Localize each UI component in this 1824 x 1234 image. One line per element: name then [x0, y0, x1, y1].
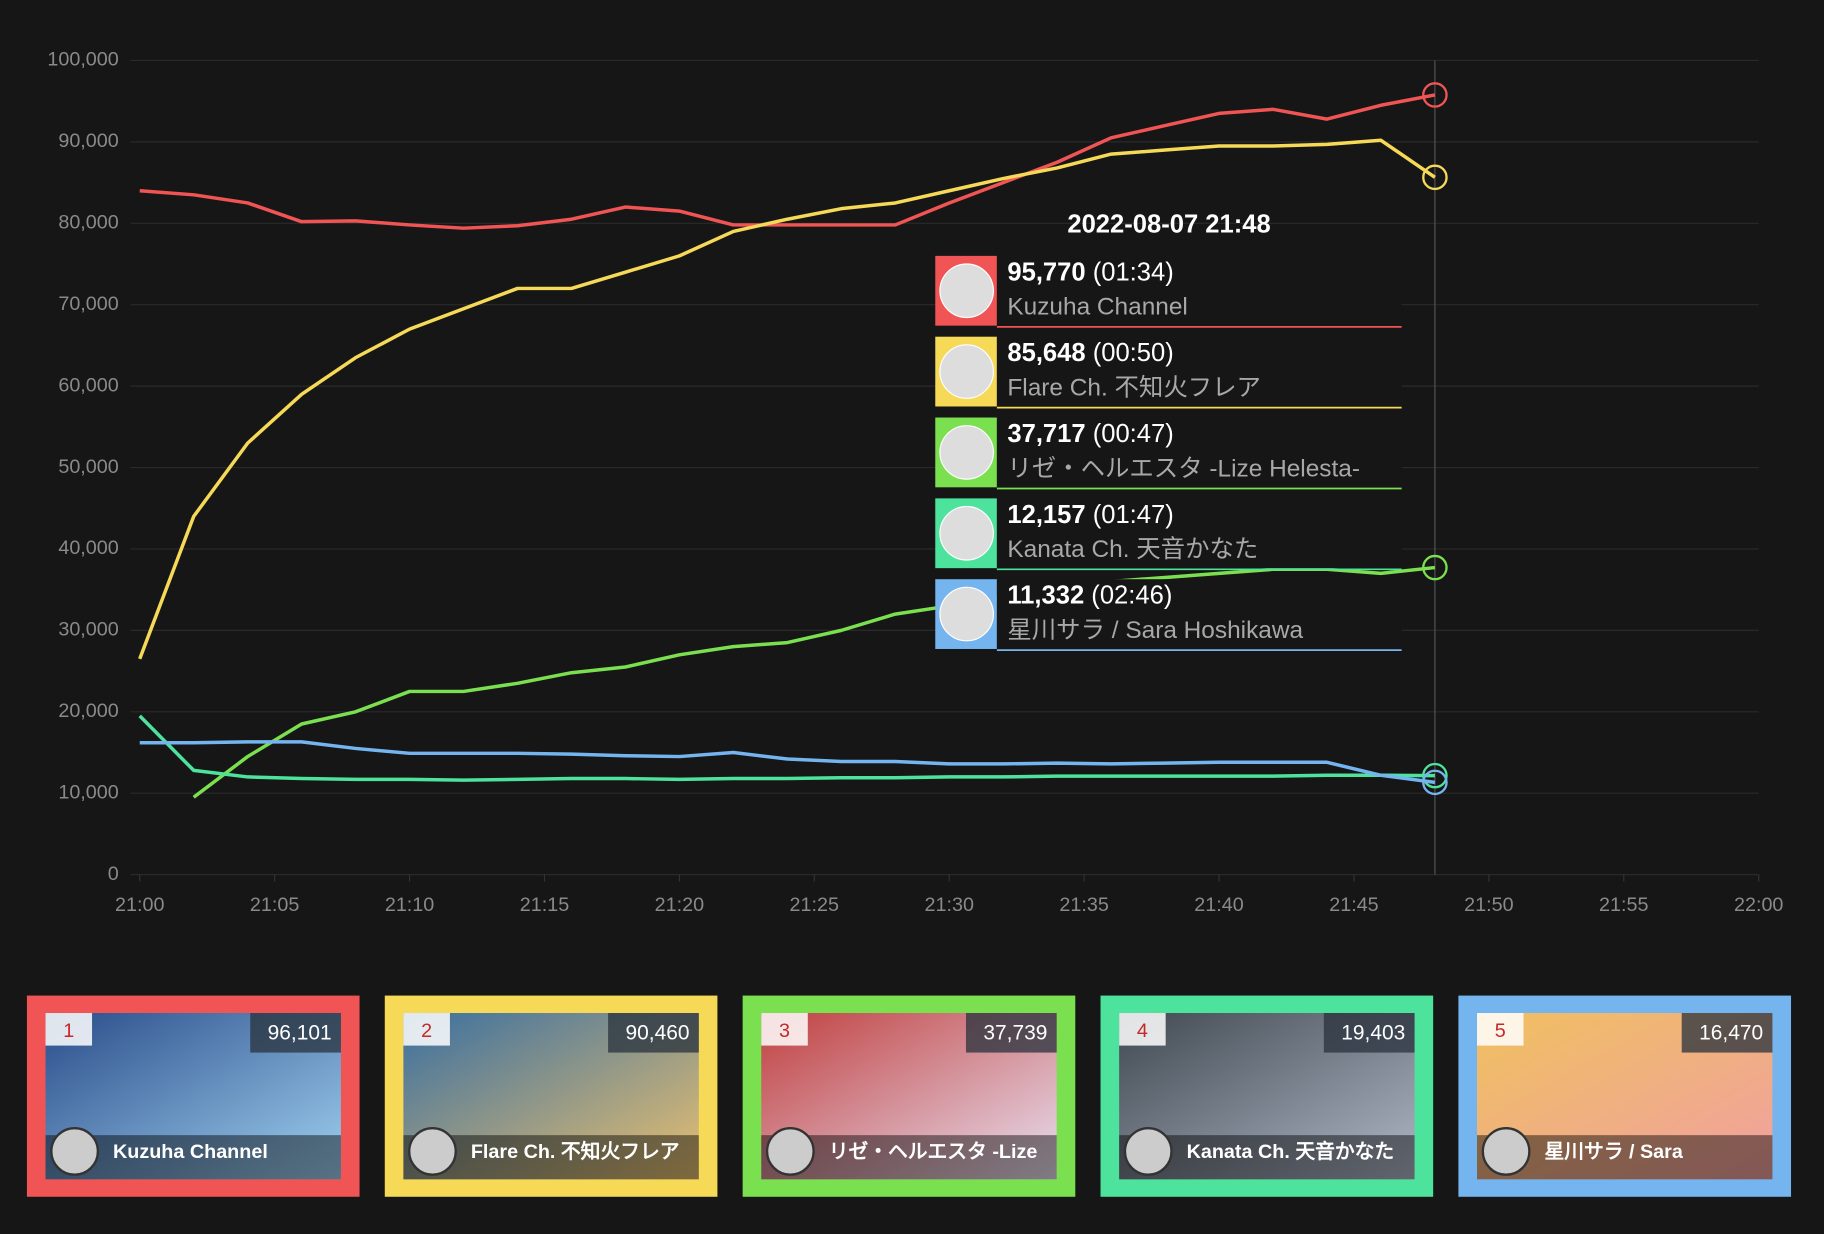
- card-rank: 2: [421, 1020, 432, 1042]
- tooltip-title: 2022-08-07 21:48: [1067, 210, 1270, 238]
- end-marker: [1422, 164, 1448, 191]
- tooltip-name: Kuzuha Channel: [1007, 294, 1187, 321]
- y-tick-label: 30,000: [58, 619, 118, 641]
- tooltip-duration: (00:47): [1093, 420, 1174, 448]
- tooltip-row-bg: [996, 255, 1402, 326]
- card-rank: 3: [779, 1020, 790, 1042]
- series-line: [138, 714, 1435, 782]
- card-avatar: [765, 1126, 815, 1176]
- tooltip-duration: (01:47): [1093, 501, 1174, 529]
- series-line: [139, 93, 1436, 230]
- tooltip-avatar: [939, 586, 994, 642]
- card-count: 96,101: [268, 1021, 332, 1044]
- x-tick-label: 21:15: [520, 894, 569, 916]
- y-tick-label: 80,000: [58, 212, 118, 234]
- count-box: [965, 1013, 1057, 1053]
- y-tick-label: 60,000: [58, 374, 118, 396]
- tooltip-value: 37,717 (00:47): [1007, 420, 1173, 448]
- card-avatar: [1123, 1126, 1173, 1176]
- tooltip-value: 95,770 (01:34): [1007, 258, 1173, 286]
- card-avatar: [50, 1126, 100, 1176]
- end-marker: [1422, 554, 1448, 581]
- card-name: Flare Ch. 不知火フレア: [471, 1140, 680, 1163]
- y-tick-label: 0: [108, 863, 119, 885]
- x-tick-label: 21:35: [1059, 894, 1108, 916]
- tooltip-count: 95,770: [1007, 258, 1085, 286]
- tooltip-duration: (02:46): [1091, 581, 1172, 609]
- y-tick-label: 40,000: [58, 537, 118, 559]
- card-rank: 4: [1137, 1020, 1148, 1042]
- tooltip-row-bg: [996, 417, 1402, 488]
- tooltip-count: 12,157: [1007, 501, 1085, 529]
- x-tick-label: 21:25: [790, 894, 839, 916]
- tooltip-name: 星川サラ / Sara Hoshikawa: [1007, 617, 1303, 644]
- rank-box: [1477, 1013, 1524, 1046]
- x-tick-label: 21:30: [924, 894, 973, 916]
- tooltip-row-bg: [996, 336, 1402, 407]
- y-tick-label: 50,000: [58, 456, 118, 478]
- rank-box: [1119, 1013, 1166, 1046]
- tooltip-value: 11,332 (02:46): [1007, 581, 1172, 609]
- tooltip-duration: (00:50): [1093, 339, 1174, 367]
- tooltip-duration: (01:34): [1093, 258, 1174, 286]
- tooltip-name: Kanata Ch. 天音かなた: [1007, 536, 1258, 563]
- end-marker: [1422, 82, 1448, 108]
- card-count: 37,739: [983, 1021, 1047, 1044]
- x-tick-label: 21:10: [385, 894, 434, 916]
- card-name: 星川サラ / Sara: [1544, 1141, 1683, 1163]
- count-box: [1681, 1013, 1773, 1053]
- series-line: [138, 138, 1436, 660]
- x-tick-label: 21:40: [1194, 894, 1243, 916]
- card-rank: 5: [1495, 1020, 1506, 1042]
- series-line: [192, 565, 1436, 799]
- tooltip-value: 85,648 (00:50): [1007, 339, 1173, 367]
- card-name: Kuzuha Channel: [113, 1141, 268, 1163]
- tooltip-avatar: [939, 425, 994, 480]
- tooltip-count: 11,332: [1007, 581, 1084, 609]
- card-avatar: [1481, 1126, 1531, 1176]
- y-tick-label: 90,000: [58, 130, 118, 152]
- tooltip-avatar: [939, 344, 994, 399]
- series-line: [139, 740, 1436, 785]
- y-tick-label: 100,000: [47, 49, 118, 71]
- card-name: リゼ・ヘルエスタ -Lize: [829, 1140, 1038, 1163]
- x-tick-label: 21:45: [1329, 894, 1378, 916]
- x-tick-label: 21:05: [250, 894, 299, 916]
- x-tick-label: 22:00: [1734, 894, 1783, 916]
- tooltip-row-bg: [996, 579, 1402, 649]
- tooltip-row-bg: [996, 498, 1402, 569]
- end-marker: [1422, 762, 1448, 789]
- card-count: 19,403: [1341, 1021, 1405, 1044]
- y-tick-label: 70,000: [58, 293, 118, 315]
- tooltip-name: Flare Ch. 不知火フレア: [1007, 374, 1261, 401]
- card-rank: 1: [63, 1020, 74, 1042]
- card-count: 90,460: [626, 1021, 690, 1044]
- count-box: [1323, 1013, 1415, 1053]
- end-marker: [1422, 769, 1448, 796]
- count-box: [608, 1013, 699, 1053]
- rank-box: [403, 1013, 450, 1046]
- count-box: [250, 1013, 341, 1053]
- card-avatar: [408, 1126, 457, 1176]
- y-tick-label: 10,000: [58, 781, 118, 803]
- x-tick-label: 21:50: [1464, 894, 1513, 916]
- x-tick-label: 21:20: [655, 894, 704, 916]
- rank-box: [45, 1013, 93, 1046]
- tooltip-value: 12,157 (01:47): [1007, 501, 1173, 529]
- card-name: Kanata Ch. 天音かなた: [1187, 1140, 1395, 1163]
- tooltip-name: リゼ・ヘルエスタ -Lize Helesta-: [1007, 455, 1360, 482]
- tooltip-count: 85,648: [1007, 339, 1085, 367]
- tooltip-avatar: [939, 263, 994, 319]
- tooltip-count: 37,717: [1007, 420, 1085, 448]
- y-tick-label: 20,000: [58, 700, 118, 722]
- card-count: 16,470: [1699, 1021, 1763, 1044]
- x-tick-label: 21:00: [115, 894, 164, 916]
- x-tick-label: 21:55: [1599, 894, 1648, 916]
- tooltip-avatar: [939, 505, 994, 561]
- rank-box: [761, 1013, 808, 1046]
